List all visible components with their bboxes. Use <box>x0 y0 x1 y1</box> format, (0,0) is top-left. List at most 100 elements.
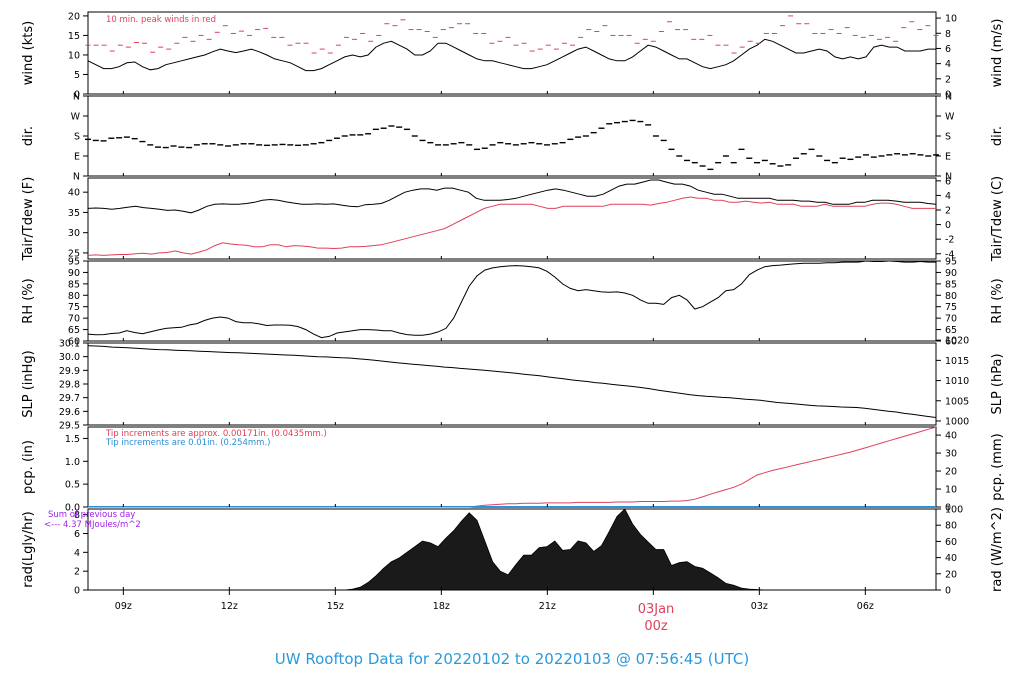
rad-area <box>88 508 936 591</box>
x-tick-label: 06z <box>857 601 874 612</box>
rh-series-line <box>87 260 936 339</box>
pcp-right-tick-label: 30 <box>945 449 957 460</box>
wind-left-tick-label: 0 <box>74 90 80 101</box>
slp-right-tick-label: 1000 <box>945 416 969 427</box>
slp-right-tick-label: 1005 <box>945 396 969 407</box>
temp-frame <box>87 177 937 260</box>
x-tick-label: 09z <box>115 601 132 612</box>
wind-left-axis-title: wind (kts) <box>21 21 36 85</box>
dir-right-tick-label: S <box>945 132 951 143</box>
dir-frame <box>87 95 937 177</box>
wind-left-tick-label: 10 <box>68 50 80 61</box>
wind-right-tick-label: 10 <box>945 14 957 25</box>
dir-left-tick-label: W <box>71 112 81 123</box>
temp-right-tick-label: 0 <box>945 220 951 231</box>
wind-right-tick-label: 6 <box>945 44 951 55</box>
dir-right-tick-label: W <box>945 112 955 123</box>
slp-left-tick-label: 29.8 <box>59 380 80 391</box>
rad-right-tick-label: 20 <box>945 569 957 580</box>
pcp-left-axis-title: pcp. (in) <box>21 440 36 494</box>
pcp-annotation-2: Tip increments are 0.01in. (0.254mm.) <box>105 438 270 448</box>
chart-title: UW Rooftop Data for 20220102 to 20220103… <box>275 650 749 668</box>
slp-left-tick-label: 29.5 <box>59 421 80 432</box>
x-tick-label: 12z <box>221 601 238 612</box>
rh-right-axis-title: RH (%) <box>990 278 1005 323</box>
wind-right-axis-title: wind (m/s) <box>990 19 1005 88</box>
panel-pcp: 0.0 0.5 1.0 1.5 0 10 20 30 40 pcp. (in) pcp. (mm) T… <box>21 426 1005 514</box>
slp-left-axis-title: SLP (inHg) <box>21 350 36 418</box>
slp-left-tick-label: 30.1 <box>59 339 80 350</box>
temp-series-line <box>87 196 936 256</box>
wind-left-tick-label: 5 <box>74 70 80 81</box>
wind-right-tick-label: 0 <box>945 90 951 101</box>
slp-left-tick-label: 29.6 <box>59 407 80 418</box>
rad-left-tick-label: 0 <box>74 586 80 597</box>
pcp-right-tick-label: 40 <box>945 431 957 442</box>
wind-right-tick-label: 8 <box>945 29 951 40</box>
rh-left-tick-label: 80 <box>68 291 80 302</box>
pcp-left-tick-label: 1.0 <box>65 457 80 468</box>
rh-right-tick-label: 90 <box>945 268 957 279</box>
x-axis: 09z 12z 15z 18z 21z 03z 06z <box>115 590 874 612</box>
rad-left-axis-title: rad(Lgly/hr) <box>21 511 36 587</box>
slp-left-tick-label: 29.7 <box>59 393 80 404</box>
dir-right-axis-title: dir. <box>990 126 1005 146</box>
slp-series-line <box>87 345 937 418</box>
slp-frame <box>87 342 937 426</box>
rh-left-tick-label: 90 <box>68 268 80 279</box>
rh-right-tick-label: 95 <box>945 257 957 268</box>
rad-right-tick-label: 40 <box>945 553 957 564</box>
x-tick-label: 15z <box>327 601 344 612</box>
rad-left-tick-label: 8 <box>74 510 80 521</box>
rh-left-tick-label: 85 <box>68 279 80 290</box>
temp-right-tick-label: -2 <box>945 235 954 246</box>
x-tick-label: 21z <box>539 601 556 612</box>
panel-temp: 25 30 35 40 -4 -2 0 2 4 6 Tair/Tdew (F) Tair/Tdew (… <box>21 176 1005 262</box>
rad-right-tick-label: 60 <box>945 537 957 548</box>
x-tick-label: 03z <box>751 601 768 612</box>
wind-series-line <box>87 38 936 72</box>
temp-left-tick-label: 25 <box>68 248 80 259</box>
dir-left-tick-label: N <box>73 172 80 183</box>
pcp-annotation-1: Tip increments are approx. 0.00171in. (0… <box>105 429 327 439</box>
slp-right-axis-title: SLP (hPa) <box>990 353 1005 414</box>
dir-right-tick-label: E <box>945 152 951 163</box>
rad-left-tick-label: 2 <box>74 567 80 578</box>
rh-right-tick-label: 60 <box>945 337 957 348</box>
x-tick-label: 18z <box>433 601 450 612</box>
pcp-right-tick-label: 20 <box>945 467 957 478</box>
wind-annotation: 10 min. peak winds in red <box>106 15 216 25</box>
pcp-right-axis-title: pcp. (mm) <box>990 433 1005 500</box>
dir-left-tick-label: E <box>74 152 80 163</box>
pcp-right-tick-label: 0 <box>945 503 951 514</box>
rad-right-tick-label: 80 <box>945 521 957 532</box>
rh-left-tick-label: 65 <box>68 325 80 336</box>
rad-right-axis-title: rad (W/m^2) <box>990 507 1005 592</box>
rh-left-tick-label: 75 <box>68 302 80 313</box>
dir-left-tick-label: S <box>74 132 80 143</box>
pcp-left-tick-label: 0.0 <box>65 503 80 514</box>
rad-left-tick-label: 4 <box>74 548 80 559</box>
pcp-left-tick-label: 1.5 <box>65 434 80 445</box>
rh-right-tick-label: 65 <box>945 325 957 336</box>
rh-right-tick-label: 70 <box>945 314 957 325</box>
rh-left-axis-title: RH (%) <box>21 278 36 323</box>
dir-left-axis-title: dir. <box>21 126 36 146</box>
wind-right-tick-label: 2 <box>945 74 951 85</box>
temp-series-line <box>87 179 937 214</box>
rh-right-tick-label: 85 <box>945 279 957 290</box>
rad-annotation-1: Sum of previous day <box>48 510 135 520</box>
rad-left-tick-label: 6 <box>74 529 80 540</box>
temp-left-axis-title: Tair/Tdew (F) <box>21 177 36 262</box>
temp-left-tick-label: 35 <box>68 208 80 219</box>
slp-right-tick-label: 1015 <box>945 356 969 367</box>
pcp-left-tick-label: 0.5 <box>65 480 80 491</box>
rad-right-tick-label: 100 <box>945 505 963 516</box>
wind-left-tick-label: 15 <box>68 31 80 42</box>
date-marker-hour: 00z <box>644 619 668 634</box>
dir-right-tick-label: N <box>945 172 952 183</box>
